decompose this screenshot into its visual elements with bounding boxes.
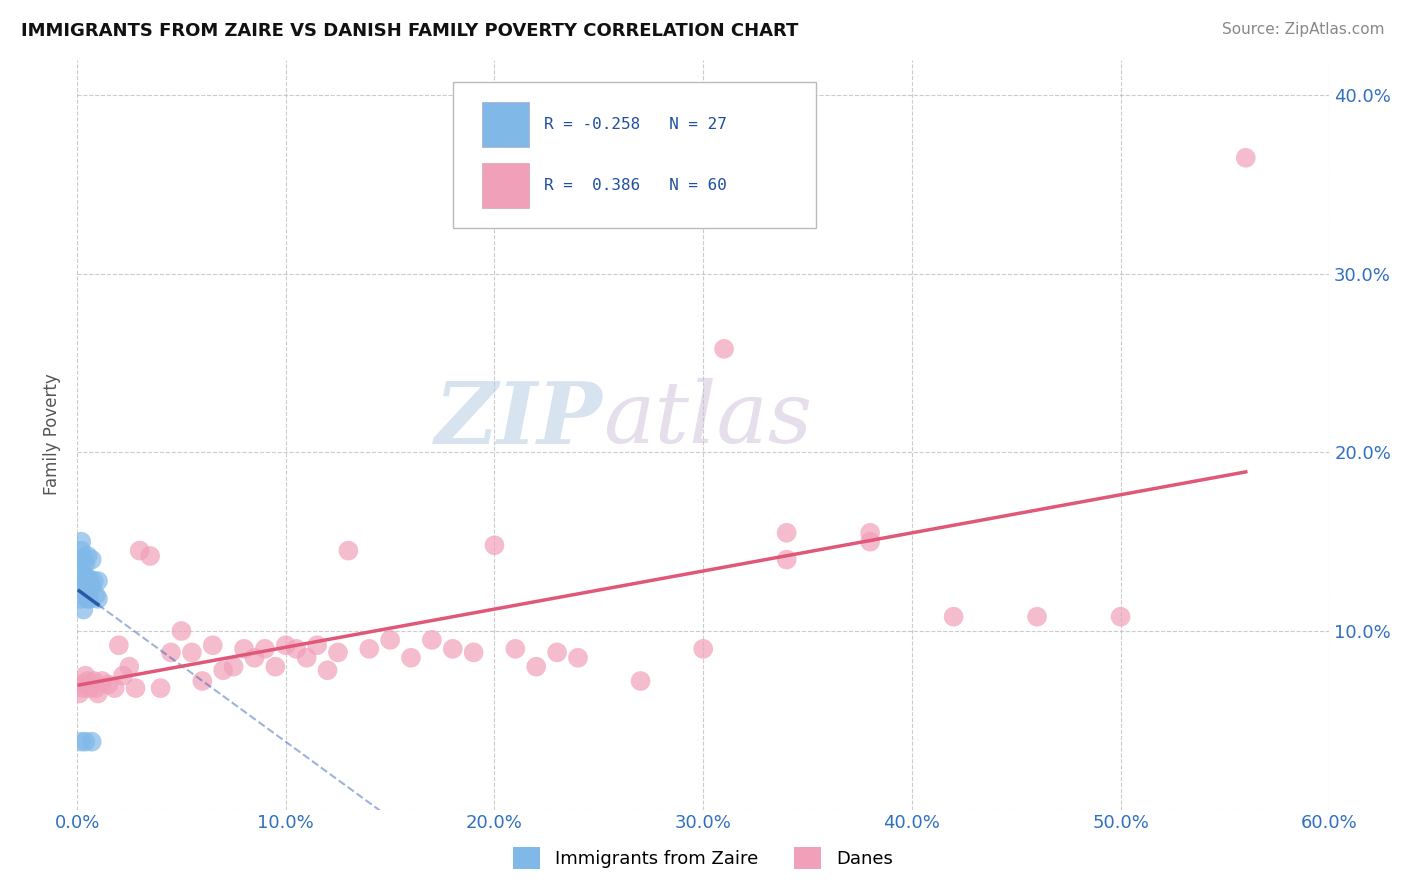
Point [87, 591, 110, 606]
Point [942, 609, 965, 624]
Point [70, 591, 93, 606]
Point [80, 677, 103, 691]
Point [83, 574, 105, 588]
Point [149, 681, 172, 695]
Point [212, 663, 235, 677]
Point [775, 525, 797, 540]
Point [253, 641, 276, 656]
Point [233, 641, 256, 656]
Point [567, 650, 589, 665]
Point [72, 584, 94, 599]
Point [108, 638, 131, 652]
Point [713, 342, 735, 356]
Point [118, 659, 141, 673]
Point [70, 574, 93, 588]
Point [692, 641, 714, 656]
Point [70, 543, 93, 558]
Point [91, 673, 114, 688]
Point [67, 574, 90, 588]
Point [859, 534, 882, 549]
Point [75, 574, 97, 588]
Point [67, 552, 90, 566]
Point [76, 591, 98, 606]
Point [546, 645, 568, 659]
Text: atlas: atlas [603, 378, 813, 461]
Point [859, 525, 882, 540]
Point [76, 570, 98, 584]
Point [72, 552, 94, 566]
Point [75, 668, 97, 682]
Legend: Immigrants from Zaire, Danes: Immigrants from Zaire, Danes [505, 838, 901, 879]
Point [484, 538, 506, 552]
Point [359, 641, 381, 656]
Text: R = -0.258   N = 27: R = -0.258 N = 27 [544, 117, 727, 132]
Y-axis label: Family Poverty: Family Poverty [44, 374, 60, 495]
Point [84, 588, 107, 602]
Point [128, 543, 150, 558]
Point [75, 556, 97, 570]
Point [505, 641, 527, 656]
Point [79, 574, 101, 588]
Point [1026, 609, 1049, 624]
Point [72, 681, 94, 695]
FancyBboxPatch shape [453, 82, 815, 228]
Point [72, 566, 94, 581]
Point [399, 650, 422, 665]
Point [76, 549, 98, 563]
Point [180, 645, 202, 659]
Bar [481, 163, 529, 208]
Point [222, 659, 245, 673]
Point [441, 641, 464, 656]
Point [80, 734, 103, 748]
Bar [481, 103, 529, 147]
Point [87, 686, 110, 700]
Point [191, 673, 214, 688]
Point [170, 624, 193, 638]
Point [326, 645, 349, 659]
Point [201, 638, 224, 652]
Point [285, 641, 308, 656]
Point [87, 574, 110, 588]
Point [420, 632, 443, 647]
Text: R =  0.386   N = 60: R = 0.386 N = 60 [544, 178, 727, 194]
Point [67, 686, 90, 700]
Point [83, 673, 105, 688]
Point [70, 534, 93, 549]
Text: Source: ZipAtlas.com: Source: ZipAtlas.com [1222, 22, 1385, 37]
Point [111, 668, 134, 682]
Point [104, 681, 127, 695]
Point [463, 645, 485, 659]
Point [67, 561, 90, 575]
Point [378, 632, 401, 647]
Point [124, 681, 146, 695]
Point [72, 602, 94, 616]
Point [307, 638, 329, 652]
Point [84, 681, 107, 695]
Point [630, 673, 652, 688]
Point [80, 552, 103, 566]
Point [76, 673, 98, 688]
Point [295, 650, 318, 665]
Point [243, 650, 266, 665]
Point [79, 681, 101, 695]
Point [70, 734, 93, 748]
Point [160, 645, 183, 659]
Text: IMMIGRANTS FROM ZAIRE VS DANISH FAMILY POVERTY CORRELATION CHART: IMMIGRANTS FROM ZAIRE VS DANISH FAMILY P… [21, 22, 799, 40]
Point [524, 659, 547, 673]
Point [1234, 151, 1257, 165]
Point [274, 638, 297, 652]
Point [316, 663, 339, 677]
Point [97, 677, 120, 691]
Point [1109, 609, 1132, 624]
Point [75, 734, 97, 748]
Point [70, 677, 93, 691]
Point [79, 591, 101, 606]
Point [775, 552, 797, 566]
Point [139, 549, 162, 563]
Point [80, 579, 103, 593]
Text: ZIP: ZIP [434, 378, 603, 461]
Point [337, 543, 360, 558]
Point [264, 659, 287, 673]
